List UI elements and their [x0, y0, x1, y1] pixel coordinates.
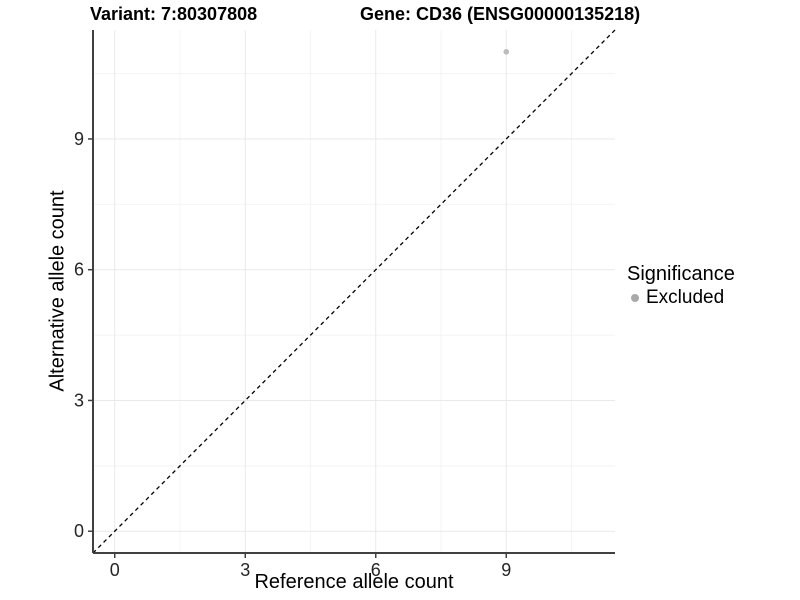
y-tick-label: 3 — [74, 390, 84, 410]
legend-title: Significance — [627, 263, 735, 285]
data-point — [503, 48, 510, 55]
plot-title-variant: Variant: 7:80307808 — [90, 4, 258, 24]
legend-item-excluded: Excluded — [631, 286, 735, 309]
y-axis-title: Alternative allele count — [46, 190, 69, 392]
x-tick-label: 3 — [240, 560, 250, 580]
legend-point-icon — [631, 293, 639, 302]
plot-title-gene: Gene: CD36 (ENSG00000135218) — [360, 4, 641, 24]
y-tick-label: 6 — [74, 260, 84, 280]
x-axis-title: Reference allele count — [254, 571, 454, 593]
legend: Significance Excluded — [627, 262, 735, 309]
identity-line — [92, 29, 616, 554]
y-tick-label: 0 — [74, 521, 84, 541]
x-tick-label: 0 — [110, 560, 120, 580]
y-tick-label: 9 — [74, 129, 84, 149]
x-tick-label: 6 — [371, 560, 381, 580]
x-tick-label: 9 — [501, 560, 511, 580]
legend-item-label: Excluded — [646, 287, 725, 308]
